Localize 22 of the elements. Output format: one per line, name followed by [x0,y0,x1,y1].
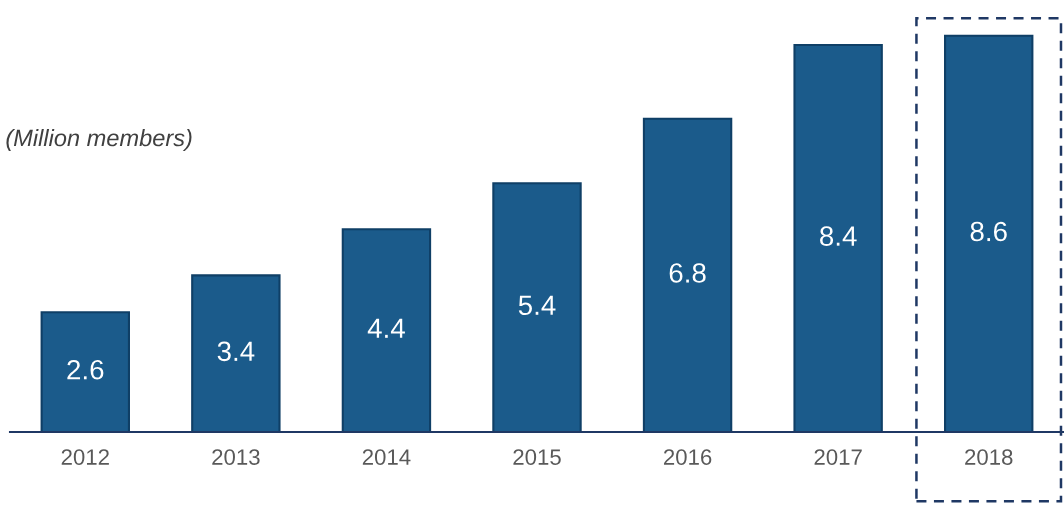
data-label: 4.4 [367,318,405,338]
data-label: 3.4 [217,341,255,362]
x-tick-label: 2013 [212,449,260,465]
data-label: 2.6 [67,359,104,380]
x-tick-label: 2017 [814,449,862,465]
bar [793,43,883,432]
data-label: 5.4 [518,295,556,316]
x-tick-label: 2015 [513,449,561,465]
text: (Million members) [6,128,192,151]
bar [492,182,582,432]
data-label: 6.8 [669,263,706,283]
data-label: 8.6 [970,221,1007,242]
bar [642,117,733,432]
bar [944,34,1034,432]
bar [40,311,130,432]
bar [341,228,432,432]
x-tick-label: 2018 [965,449,1013,465]
bar [191,274,281,432]
data-label: 8.4 [820,226,857,246]
x-tick-label: 2014 [362,449,411,465]
x-tick-label: 2016 [663,449,712,465]
x-tick-label: 2012 [61,449,109,465]
